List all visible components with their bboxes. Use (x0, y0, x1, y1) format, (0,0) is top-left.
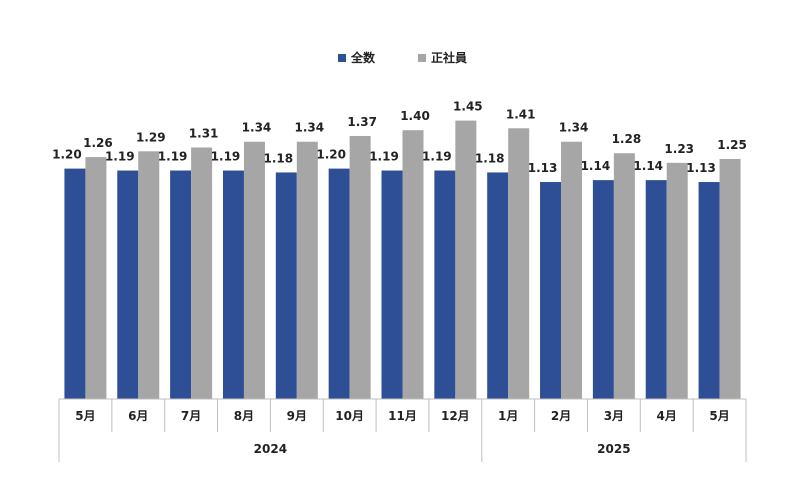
data-label-1-11: 1.23 (664, 142, 694, 156)
tick-label-8: 1月 (498, 409, 518, 423)
tick-label-2: 7月 (181, 409, 201, 423)
data-label-1-7: 1.45 (453, 100, 483, 114)
bar-0-5 (328, 168, 350, 399)
data-label-1-10: 1.28 (612, 132, 642, 146)
data-label-0-4: 1.18 (264, 151, 294, 165)
bar-0-8 (487, 172, 509, 399)
bar-0-7 (434, 170, 456, 399)
legend-label-1: 正社員 (431, 50, 467, 65)
bar-0-3 (222, 170, 244, 399)
data-label-0-6: 1.19 (369, 150, 399, 164)
tick-label-0: 5月 (75, 409, 95, 423)
tick-label-1: 6月 (128, 409, 148, 423)
data-label-1-12: 1.25 (717, 138, 747, 152)
tick-label-11: 4月 (657, 409, 677, 423)
bar-1-7 (455, 120, 477, 399)
data-label-0-12: 1.13 (686, 161, 716, 175)
legend-label-0: 全数 (350, 50, 376, 65)
bar-1-9 (561, 141, 583, 399)
data-label-1-5: 1.37 (347, 115, 377, 129)
data-label-0-0: 1.20 (52, 148, 82, 162)
bar-1-2 (191, 147, 213, 399)
group-label-0: 2024 (254, 442, 287, 456)
tick-label-3: 8月 (234, 409, 254, 423)
data-label-1-3: 1.34 (242, 121, 272, 135)
data-label-0-1: 1.19 (105, 150, 135, 164)
data-label-0-3: 1.19 (211, 150, 241, 164)
data-label-1-2: 1.31 (189, 126, 219, 140)
tick-label-12: 5月 (709, 409, 729, 423)
data-label-1-8: 1.41 (506, 107, 536, 121)
legend-swatch-0 (338, 54, 346, 62)
legend: 全数 正社員 (338, 50, 467, 65)
tick-label-4: 9月 (287, 409, 307, 423)
data-labels: 1.201.261.191.291.191.311.191.341.181.34… (52, 100, 747, 175)
bar-0-12 (698, 182, 720, 399)
bar-1-5 (349, 135, 371, 399)
bar-1-11 (666, 162, 688, 399)
bar-0-1 (117, 170, 139, 399)
bar-0-10 (592, 180, 614, 399)
group-label-1: 2025 (597, 442, 630, 456)
data-label-0-9: 1.13 (528, 161, 558, 175)
bar-1-6 (402, 130, 424, 399)
tick-label-9: 2月 (551, 409, 571, 423)
data-label-0-11: 1.14 (633, 159, 663, 173)
data-label-1-0: 1.26 (83, 136, 113, 150)
bar-1-0 (85, 157, 107, 399)
tick-label-10: 3月 (604, 409, 624, 423)
bar-0-4 (275, 172, 297, 399)
x-axis: 5月 6月 7月 8月 9月 10月 11月 12月 1月 2月 3月 4月 5月 2024 2025 (58, 398, 747, 462)
bar-0-9 (540, 182, 562, 399)
bar-1-4 (296, 141, 318, 399)
bar-0-11 (645, 180, 667, 399)
data-label-0-7: 1.19 (422, 150, 452, 164)
bar-0-2 (170, 170, 192, 399)
data-label-0-10: 1.14 (581, 159, 611, 173)
data-label-0-8: 1.18 (475, 151, 505, 165)
bar-1-10 (613, 153, 635, 399)
bar-1-12 (719, 159, 741, 399)
tick-label-5: 10月 (335, 409, 364, 423)
bar-1-8 (508, 128, 530, 399)
data-label-1-6: 1.40 (400, 109, 430, 123)
data-label-1-1: 1.29 (136, 130, 166, 144)
bar-0-6 (381, 170, 403, 399)
bar-1-3 (243, 141, 265, 399)
bar-0-0 (64, 168, 86, 399)
tick-label-6: 11月 (388, 409, 417, 423)
data-label-1-4: 1.34 (295, 121, 325, 135)
data-label-0-2: 1.19 (158, 150, 188, 164)
bars (64, 120, 741, 399)
bar-1-1 (138, 151, 160, 399)
data-label-0-5: 1.20 (316, 148, 346, 162)
data-label-1-9: 1.34 (559, 121, 589, 135)
legend-swatch-1 (418, 54, 426, 62)
tick-label-7: 12月 (441, 409, 470, 423)
